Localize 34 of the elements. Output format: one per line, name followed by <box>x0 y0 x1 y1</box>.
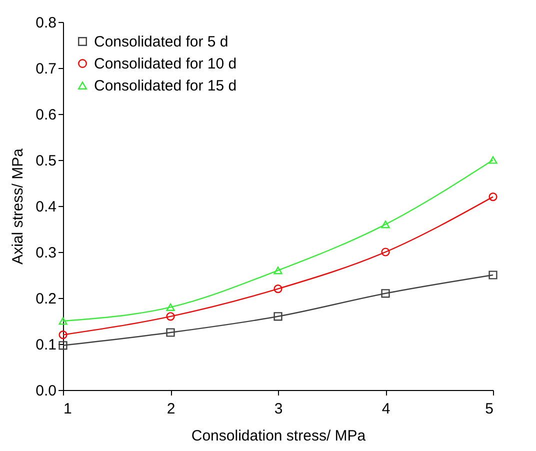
y-tick-label: 0.1 <box>36 336 56 354</box>
point <box>274 312 282 321</box>
y-tick-label: 0.7 <box>36 60 56 78</box>
x-tick-label: 5 <box>485 400 494 418</box>
y-axis-title: Axial stress/ MPa <box>10 148 27 264</box>
point <box>166 303 175 312</box>
legend-label: Consolidated for 15 d <box>94 78 237 94</box>
point <box>58 330 68 340</box>
x-axis-title: Consolidation stress/ MPa <box>191 428 366 444</box>
y-tick-label: 0.5 <box>36 152 56 170</box>
point <box>274 284 282 294</box>
x-tick-label: 2 <box>166 400 176 418</box>
x-tick-label: 3 <box>274 400 283 418</box>
y-tick-label: 0.2 <box>36 290 56 308</box>
point <box>381 220 390 228</box>
point <box>166 312 175 321</box>
point <box>381 289 390 298</box>
y-tick-label: 0.3 <box>36 244 56 262</box>
point <box>274 266 282 274</box>
point <box>58 317 68 325</box>
point <box>58 341 68 350</box>
point <box>166 328 175 337</box>
point <box>488 156 498 164</box>
legend-label: Consolidated for 10 d <box>94 56 237 72</box>
y-tick-label: 0.8 <box>36 14 56 32</box>
x-tick-label: 1 <box>64 400 72 418</box>
point <box>488 270 498 280</box>
y-tick-label: 0.0 <box>36 382 56 400</box>
y-tick-label: 0.4 <box>36 198 56 216</box>
y-tick-label: 0.6 <box>36 106 56 124</box>
x-tick-label: 4 <box>382 400 390 418</box>
point <box>381 248 390 256</box>
legend-label: Consolidated for 5 d <box>94 34 228 50</box>
point <box>488 192 498 202</box>
